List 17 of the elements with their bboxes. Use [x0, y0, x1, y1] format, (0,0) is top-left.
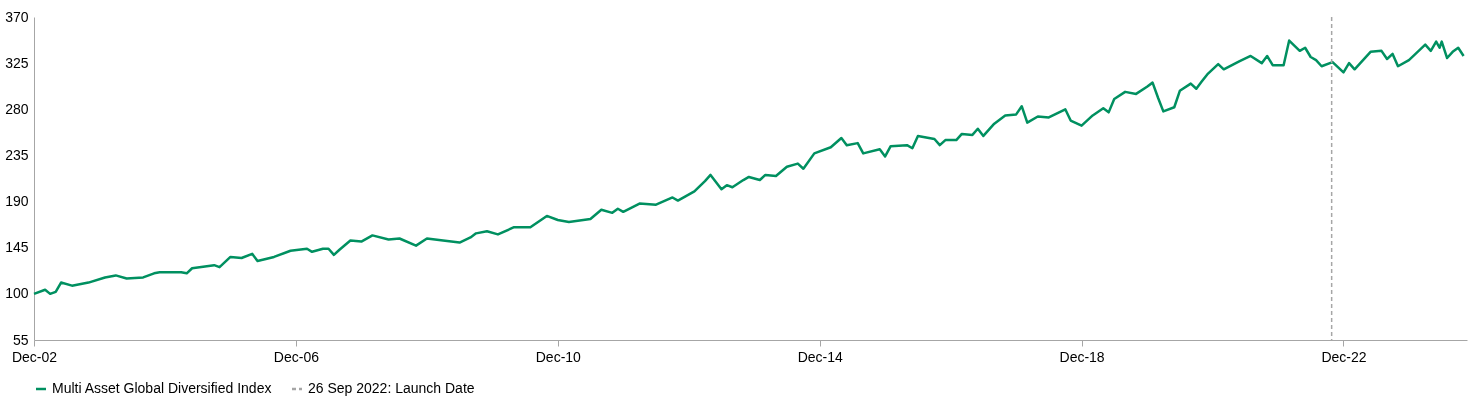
y-tick-label: 325 [5, 54, 29, 71]
legend-label: 26 Sep 2022: Launch Date [308, 380, 475, 396]
line-series [32, 39, 1465, 296]
x-tick-label: Dec-22 [1321, 348, 1367, 365]
y-tick-label: 190 [5, 193, 29, 210]
y-tick-label: 100 [5, 285, 29, 302]
x-tick-label: Dec-06 [273, 348, 320, 365]
x-tick-label: Dec-14 [797, 348, 843, 365]
x-tick-label: Dec-10 [535, 348, 582, 365]
y-tick-label: 235 [5, 146, 29, 163]
x-tick-label: Dec-02 [11, 348, 58, 365]
x-tick-label: Dec-18 [1059, 348, 1105, 365]
y-tick-label: 145 [5, 239, 29, 256]
y-tick-label: 55 [12, 331, 29, 348]
legend-label: Multi Asset Global Diversified Index [52, 380, 272, 396]
y-tick-label: 370 [5, 8, 29, 25]
y-tick-label: 280 [5, 100, 29, 117]
